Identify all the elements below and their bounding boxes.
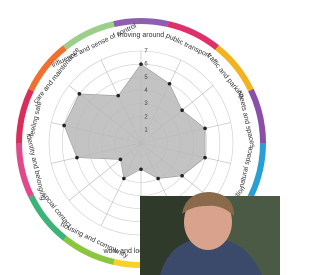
r-tick-label: 7: [144, 49, 148, 55]
data-point: [168, 82, 172, 86]
radar-area: [64, 64, 205, 178]
data-point: [116, 94, 120, 98]
data-point: [139, 167, 143, 171]
ring-segment: [114, 21, 168, 24]
data-point: [180, 174, 184, 178]
category-label: feeling safe: [29, 101, 44, 138]
data-point: [75, 156, 79, 160]
data-point: [156, 177, 160, 181]
data-point: [203, 156, 207, 160]
data-point: [62, 124, 66, 128]
data-point: [122, 177, 126, 181]
data-point: [180, 108, 184, 112]
data-point: [119, 158, 123, 162]
data-point: [139, 62, 143, 66]
data-point: [203, 127, 207, 131]
category-label: natural space: [239, 146, 255, 189]
data-point: [78, 92, 82, 96]
photo: [140, 192, 280, 275]
